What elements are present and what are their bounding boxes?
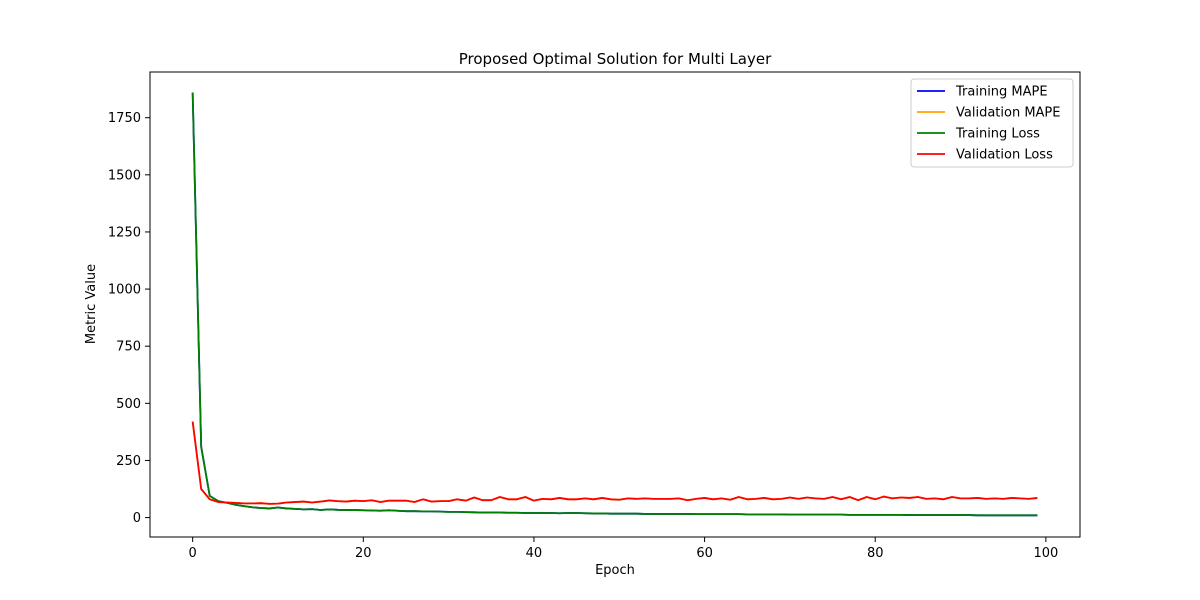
series-line-validation-mape: [191, 421, 1038, 505]
y-tick-label: 1500: [108, 168, 141, 183]
x-tick-label: 100: [1033, 546, 1058, 561]
y-tick-label: 1250: [108, 225, 141, 240]
x-axis-label: Epoch: [595, 563, 635, 578]
y-tick-label: 1750: [108, 111, 141, 126]
legend-frame: [910, 78, 1074, 168]
y-axis-ticks: 0 250 500 750 1000 1250 1500 1750: [108, 111, 150, 526]
x-axis-ticks: 0 20 40 60 80 100: [189, 537, 1058, 561]
chart-title: Proposed Optimal Solution for Multi Laye…: [459, 50, 772, 68]
x-tick-label: 80: [867, 546, 884, 561]
legend-label: Validation MAPE: [956, 106, 1061, 121]
legend-label: Validation Loss: [956, 148, 1053, 163]
y-tick-label: 750: [116, 340, 141, 355]
series-line-validation-loss: [191, 421, 1038, 505]
y-axis-label: Metric Value: [84, 264, 99, 344]
legend: Training MAPE Validation MAPE Training Los…: [910, 78, 1074, 168]
series-line-training-loss: [191, 92, 1038, 517]
x-tick-label: 20: [355, 546, 372, 561]
x-tick-label: 0: [189, 546, 197, 561]
plot-area: 0 20 40 60 80 100 0 250 500 750 1000 1250 1500 1750: [108, 71, 1081, 561]
x-tick-label: 60: [696, 546, 713, 561]
series-layer: [191, 92, 1038, 517]
y-tick-label: 1000: [108, 283, 141, 298]
plot-frame: [149, 71, 1081, 538]
y-tick-label: 0: [133, 511, 141, 526]
y-tick-label: 250: [116, 454, 141, 469]
legend-label: Training Loss: [955, 127, 1040, 142]
legend-label: Training MAPE: [955, 85, 1048, 100]
x-tick-label: 40: [526, 546, 543, 561]
y-tick-label: 500: [116, 397, 141, 412]
